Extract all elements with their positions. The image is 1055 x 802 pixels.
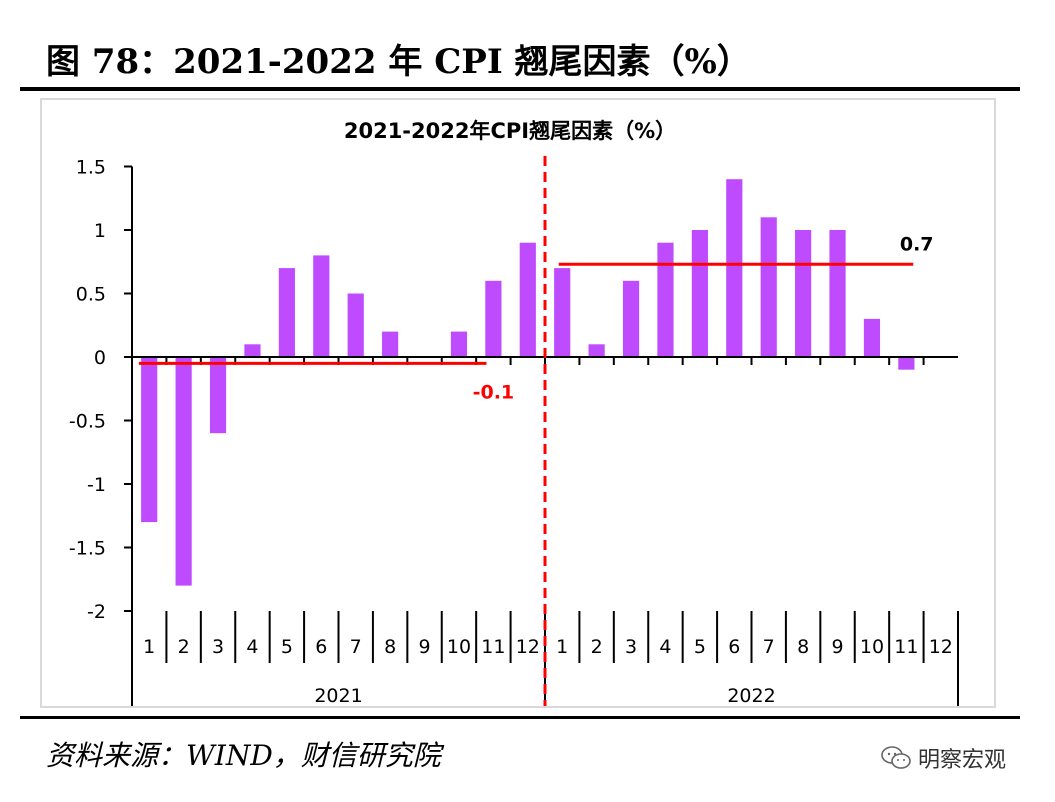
y-tick-label: 1.5 [76, 157, 106, 179]
month-label: 11 [481, 636, 505, 658]
y-axis: 1.5 1 0.5 0 -0.5 -1 -1.5 -2 [69, 157, 133, 706]
average-label-2022: 0.7 [900, 233, 934, 255]
bar [519, 242, 536, 357]
month-label: 8 [384, 636, 396, 658]
bar [244, 344, 261, 357]
month-label: 3 [625, 636, 637, 658]
month-label: 5 [694, 636, 706, 658]
year-label: 2022 [727, 685, 775, 706]
bar [347, 293, 364, 357]
chart-svg: 2021-2022年CPI翘尾因素（%） 1.5 1 0.5 0 -0.5 -1 -1.5 -… [69, 119, 959, 706]
bottom-rule [20, 716, 1020, 719]
bar [278, 268, 295, 357]
bar [313, 255, 330, 357]
month-label: 4 [659, 636, 671, 658]
bar [898, 357, 915, 370]
bar [691, 230, 708, 357]
y-tick-label: -1 [87, 474, 106, 496]
month-label: 9 [418, 636, 430, 658]
month-label: 6 [728, 636, 740, 658]
bar [485, 280, 502, 357]
month-label: 5 [281, 636, 293, 658]
month-label: 2 [591, 636, 603, 658]
y-tick-label: 0.5 [76, 284, 106, 306]
chart-title: 2021-2022年CPI翘尾因素（%） [344, 119, 676, 143]
figure-title: 图 78：2021-2022 年 CPI 翘尾因素（%） [46, 42, 751, 82]
month-label: 8 [797, 636, 809, 658]
bar [829, 230, 846, 357]
month-label: 1 [556, 636, 568, 658]
top-rule [20, 87, 1020, 91]
brand: 明察宏观 [880, 742, 1006, 774]
bar [726, 179, 743, 357]
bar [588, 344, 605, 357]
y-tick-label: -2 [87, 601, 106, 623]
brand-name: 明察宏观 [918, 748, 1007, 773]
y-tick-label: -0.5 [69, 411, 106, 433]
month-label: 12 [516, 636, 540, 658]
bar [622, 280, 640, 357]
average-label-2021: -0.1 [473, 381, 515, 403]
bar [175, 357, 192, 586]
wechat-icon [881, 746, 911, 769]
month-label: 3 [212, 636, 224, 658]
bar [141, 357, 158, 523]
bar [760, 217, 777, 357]
month-label: 7 [763, 636, 775, 658]
month-label: 11 [894, 636, 918, 658]
bar [657, 242, 674, 357]
bar [209, 357, 227, 434]
average-lines: -0.1 0.7 [138, 156, 934, 706]
month-label: 7 [350, 636, 362, 658]
y-tick-label: -1.5 [69, 538, 106, 560]
month-label: 1 [143, 636, 155, 658]
source-note: 资料来源：WIND，财信研究院 [46, 739, 441, 772]
chart-frame: 2021-2022年CPI翘尾因素（%） 1.5 1 0.5 0 -0.5 -1 -1.5 -… [40, 98, 996, 708]
bar [863, 318, 881, 357]
year-label: 2021 [314, 685, 362, 706]
bar [450, 331, 468, 357]
month-label: 10 [860, 636, 884, 658]
month-label: 6 [315, 636, 327, 658]
bars [141, 179, 915, 586]
bar [795, 230, 812, 357]
bar [382, 331, 399, 357]
month-label: 4 [246, 636, 258, 658]
month-label: 10 [447, 636, 471, 658]
bar [554, 268, 571, 357]
month-label: 9 [831, 636, 843, 658]
y-tick-label: 0 [94, 347, 106, 369]
month-label: 12 [929, 636, 953, 658]
y-tick-label: 1 [94, 220, 106, 242]
month-label: 2 [178, 636, 190, 658]
